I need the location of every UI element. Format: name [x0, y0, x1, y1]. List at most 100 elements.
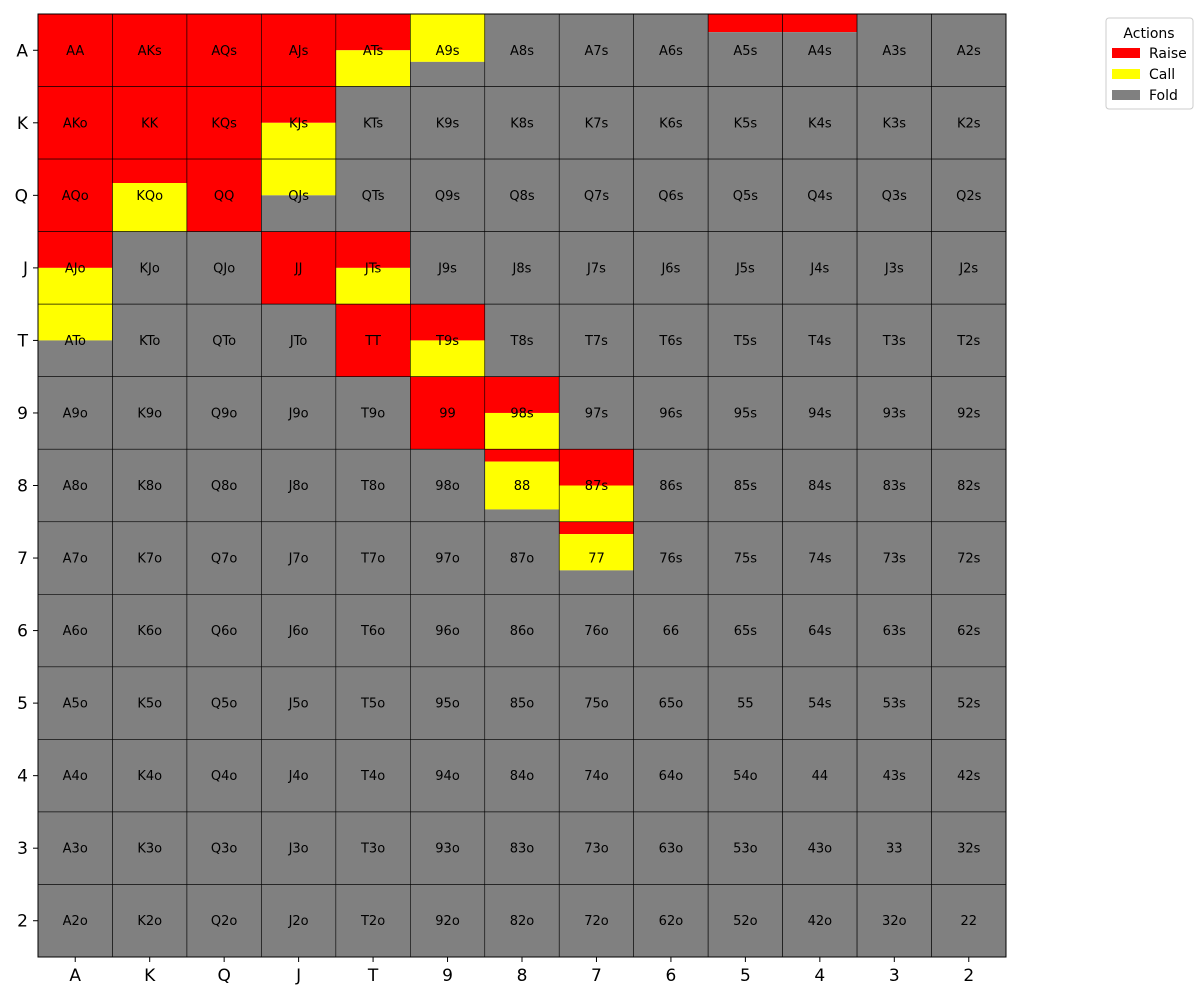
cell-JTs-call: [335, 267, 411, 305]
cell-A3s-fold: [857, 14, 932, 87]
hand-label-55: 55: [737, 697, 754, 712]
hand-label-TT: TT: [364, 334, 381, 349]
hand-label-52s: 52s: [957, 697, 981, 712]
cell-98s-raise: [484, 376, 560, 413]
hand-label-85o: 85o: [510, 697, 535, 712]
cell-88-raise: [484, 449, 560, 462]
hand-label-Q7o: Q7o: [211, 552, 238, 567]
hand-label-A9o: A9o: [63, 406, 88, 421]
hand-label-95o: 95o: [435, 697, 460, 712]
hand-label-Q8o: Q8o: [211, 479, 238, 494]
cell-98s-call: [484, 412, 560, 450]
cell-77-raise: [559, 521, 634, 535]
hand-label-J9s: J9s: [437, 261, 457, 276]
cell-85s-fold: [708, 449, 783, 522]
x-tick-label-K: K: [144, 966, 156, 986]
y-tick-label-3: 3: [17, 839, 28, 859]
cell-AQs-raise: [186, 14, 262, 87]
hand-label-Q3o: Q3o: [211, 842, 238, 857]
cell-87s-raise: [559, 449, 634, 486]
hand-label-K6o: K6o: [137, 624, 162, 639]
cell-82s-fold: [931, 449, 1006, 522]
cell-62o-fold: [633, 884, 709, 957]
cell-K4s-fold: [782, 86, 858, 160]
cell-Q7o-fold: [186, 521, 262, 595]
hand-label-44: 44: [812, 769, 829, 784]
cell-22-fold: [931, 884, 1006, 957]
cell-94s-fold: [782, 376, 858, 450]
hand-label-96s: 96s: [659, 406, 683, 421]
cell-J7o-fold: [261, 521, 336, 595]
hand-label-99: 99: [439, 406, 456, 421]
cell-KJs-call: [261, 122, 336, 160]
hand-label-T9s: T9s: [435, 334, 459, 349]
cell-KTs-fold: [335, 86, 411, 160]
hand-label-T6o: T6o: [360, 624, 385, 639]
hand-label-T7s: T7s: [584, 334, 608, 349]
cell-A9s-call: [410, 14, 485, 62]
hand-label-J7o: J7o: [288, 552, 309, 567]
hand-label-92s: 92s: [957, 406, 981, 421]
x-tick-label-Q: Q: [217, 966, 230, 986]
hand-label-53s: 53s: [883, 697, 907, 712]
hand-label-KTs: KTs: [363, 116, 383, 131]
cell-K9s-fold: [410, 86, 485, 160]
hand-label-A4o: A4o: [63, 769, 88, 784]
cell-Q4o-fold: [186, 739, 262, 812]
hand-label-A9s: A9s: [436, 44, 460, 59]
hand-label-94s: 94s: [808, 406, 832, 421]
hand-label-66: 66: [663, 624, 680, 639]
hand-label-T8o: T8o: [360, 479, 385, 494]
cell-K2s-fold: [931, 86, 1006, 160]
hand-label-97s: 97s: [585, 406, 609, 421]
cell-K6s-fold: [633, 86, 709, 160]
cell-J4o-fold: [261, 739, 336, 812]
y-tick-label-J: J: [22, 259, 28, 279]
hand-label-72o: 72o: [584, 914, 609, 929]
hand-label-J3s: J3s: [884, 261, 904, 276]
hand-label-KK: KK: [141, 116, 159, 131]
cell-K5s-fold: [708, 86, 783, 160]
hand-label-73s: 73s: [883, 552, 907, 567]
hand-label-J5o: J5o: [288, 697, 309, 712]
cell-95o-fold: [410, 666, 485, 740]
cell-52o-fold: [708, 884, 783, 957]
hand-label-ATs: ATs: [363, 44, 384, 59]
hand-label-A7s: A7s: [584, 44, 608, 59]
hand-label-A2s: A2s: [957, 44, 981, 59]
cell-84o-fold: [484, 739, 560, 812]
cell-75o-fold: [559, 666, 634, 740]
hand-labels: AA AKs AQs AJs ATs A9s A8s A7s A6s A5s A4s A3s A2s AK…: [62, 44, 982, 929]
hand-label-Q3s: Q3s: [882, 189, 908, 204]
cell-93o-fold: [410, 811, 485, 885]
hand-label-K8s: K8s: [510, 116, 534, 131]
hand-label-J8s: J8s: [512, 261, 532, 276]
cell-T4s-fold: [782, 304, 858, 377]
hand-label-53o: 53o: [733, 842, 758, 857]
cell-Q5o-fold: [186, 666, 262, 740]
cell-J5o-fold: [261, 666, 336, 740]
cell-75s-fold: [708, 521, 783, 595]
cell-AKo-raise: [38, 86, 113, 160]
hand-label-T3o: T3o: [360, 842, 385, 857]
hand-label-T4o: T4o: [360, 769, 385, 784]
hand-label-92o: 92o: [435, 914, 460, 929]
cell-72o-fold: [559, 884, 634, 957]
hand-label-88: 88: [514, 479, 531, 494]
cell-K6o-fold: [112, 594, 187, 667]
cell-87o-fold: [484, 521, 560, 595]
hand-label-J7s: J7s: [586, 261, 606, 276]
hand-label-J6s: J6s: [660, 261, 680, 276]
cell-A7s-fold: [559, 14, 634, 87]
legend-box: [1105, 17, 1194, 110]
hand-label-43o: 43o: [808, 842, 833, 857]
cell-83s-fold: [857, 449, 932, 522]
hand-label-Q5o: Q5o: [211, 697, 238, 712]
cell-J5s-fold: [708, 231, 783, 305]
cell-Q9o-fold: [186, 376, 262, 450]
hand-label-K2o: K2o: [137, 914, 162, 929]
cell-AJo-raise: [38, 231, 113, 268]
cell-Q8o-fold: [186, 449, 262, 522]
y-tick-label-8: 8: [17, 477, 28, 497]
cell-AJo-call: [38, 267, 113, 305]
